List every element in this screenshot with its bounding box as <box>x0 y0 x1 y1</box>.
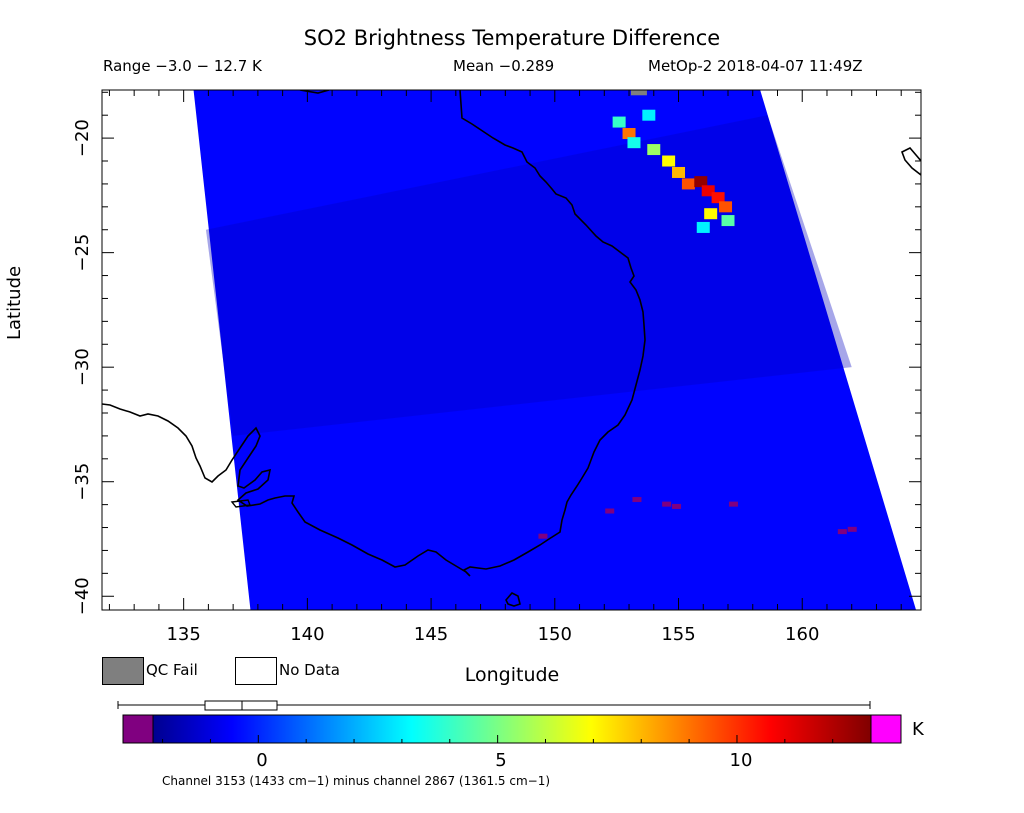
x-tick-label: 145 <box>414 624 448 645</box>
qc-fail-swatch <box>102 657 144 685</box>
colorbar-tick-label-5: 5 <box>495 750 507 771</box>
y-tick-label: −20 <box>72 119 93 157</box>
plume-pixel-7 <box>701 185 715 197</box>
colorbar-ticks <box>162 735 834 743</box>
plume-pixel-1 <box>627 137 641 149</box>
underflow-pixel-2 <box>632 497 642 503</box>
y-tick-label: −40 <box>72 577 93 615</box>
australia-east-coastline <box>102 90 646 577</box>
underflow-pixel-1 <box>605 508 615 514</box>
y-tick-label: −35 <box>72 463 93 501</box>
chart-title: SO2 Brightness Temperature Difference <box>303 26 721 50</box>
plume-pixel-9 <box>719 201 733 213</box>
plume-pixel-3 <box>662 155 676 167</box>
colorbar-tick-label-0: 0 <box>256 750 268 771</box>
plume-pixel-13 <box>612 116 626 128</box>
underflow-pixel-4 <box>672 503 682 509</box>
mean-text: Mean −0.289 <box>453 57 555 75</box>
y-tick-label: −25 <box>72 234 93 272</box>
underflow-pixel-3 <box>662 501 672 507</box>
channel-footnote: Channel 3153 (1433 cm−1) minus channel 2… <box>162 774 551 788</box>
swath-layer <box>193 76 917 610</box>
qc-fail-label: QC Fail <box>146 661 198 679</box>
colorbar-unit: K <box>912 719 924 740</box>
plume-pixel-11 <box>721 215 735 227</box>
y-tick-label: −30 <box>72 348 93 386</box>
plume-pixel-14 <box>642 109 656 121</box>
colorbar-gradient <box>152 714 872 744</box>
axis-tick-labels: 135 140 145 150 155 160 −20 −25 −30 −35 −40 <box>72 119 819 645</box>
kangaroo-island-coastline <box>230 499 251 508</box>
plume-pixel-8 <box>711 192 725 204</box>
satellite-time-text: MetOp-2 2018-04-07 11:49Z <box>648 57 863 75</box>
swath-low-band <box>205 115 852 436</box>
x-tick-label: 135 <box>166 624 200 645</box>
x-axis-label: Longitude <box>464 664 560 686</box>
plume-pixel-10 <box>704 208 718 220</box>
qc-fail-pixel-1 <box>705 76 721 82</box>
swath-background <box>193 90 917 610</box>
x-tick-label: 150 <box>538 624 572 645</box>
no-data-label: No Data <box>279 661 340 679</box>
plume-pixel-4 <box>672 166 686 178</box>
plume-pixel-5 <box>681 178 695 190</box>
plume-pixel-0 <box>622 128 636 140</box>
colorbar-overflow <box>870 714 902 744</box>
underflow-pixel-0 <box>538 533 548 539</box>
x-tick-label: 155 <box>661 624 695 645</box>
no-data-swatch <box>235 657 277 685</box>
x-tick-label: 160 <box>785 624 819 645</box>
plume-pixel-6 <box>694 176 708 188</box>
colorbar-underflow <box>122 714 154 744</box>
new-caledonia-coastline <box>900 147 921 177</box>
underflow-pixel-5 <box>728 501 738 507</box>
plot-frame <box>101 89 922 611</box>
qc-fail-pixel-0 <box>630 90 647 96</box>
underflow-pixel-6 <box>837 529 847 535</box>
plume-pixel-2 <box>647 144 661 156</box>
tasmania-coastline <box>505 592 521 607</box>
coastline-layer <box>102 90 921 607</box>
underflow-pixel-7 <box>847 526 857 532</box>
axis-ticks <box>102 90 921 610</box>
plume-pixel-12 <box>696 221 710 233</box>
distribution-box <box>204 700 278 711</box>
colorbar-tick-label-10: 10 <box>729 750 753 771</box>
x-tick-label: 140 <box>290 624 324 645</box>
range-text: Range −3.0 − 12.7 K <box>103 57 262 75</box>
